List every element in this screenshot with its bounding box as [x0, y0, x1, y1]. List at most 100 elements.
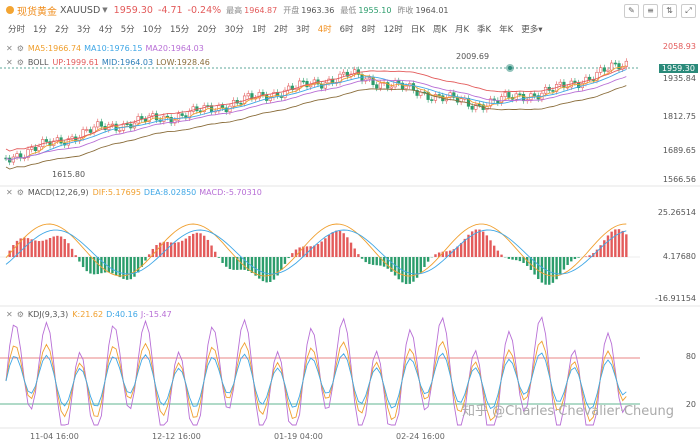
- candle-body: [415, 90, 419, 96]
- macd-bar: [129, 257, 132, 280]
- candle-body: [173, 119, 177, 124]
- tab-period-4[interactable]: 4分: [98, 25, 113, 35]
- macd-bar: [555, 257, 558, 280]
- draw-tool-icon[interactable]: ✎: [624, 4, 639, 18]
- symbol-dropdown-icon[interactable]: ▼: [102, 6, 108, 14]
- macd-bar: [474, 229, 478, 257]
- candle-body: [452, 92, 456, 98]
- compare-icon[interactable]: ⇅: [662, 4, 677, 18]
- tab-period-13[interactable]: 4时: [317, 25, 332, 35]
- macd-bar: [419, 257, 422, 273]
- candle-body: [88, 129, 93, 133]
- candle-body: [30, 146, 34, 150]
- macd-bar: [166, 241, 169, 257]
- boll-settings-icon[interactable]: ⚙: [16, 58, 24, 67]
- macd-bar: [452, 249, 456, 257]
- candle-body: [224, 107, 228, 113]
- candle-body: [488, 98, 493, 107]
- current-price-dot: [508, 66, 512, 70]
- close-kdj-icon[interactable]: ✕: [6, 310, 13, 319]
- open-label: 开盘: [283, 5, 300, 15]
- tab-period-11[interactable]: 2时: [273, 25, 288, 35]
- macd-bar: [459, 243, 463, 257]
- candle-body: [180, 113, 184, 116]
- macd-bar: [426, 257, 430, 262]
- macd-name: MACD(12,26,9): [27, 188, 89, 197]
- candle-body: [176, 113, 181, 121]
- macd-settings-icon[interactable]: ⚙: [16, 188, 24, 197]
- tab-period-2[interactable]: 2分: [54, 25, 69, 35]
- indicator-icon[interactable]: ≡: [643, 4, 658, 18]
- tab-period-12[interactable]: 3时: [295, 25, 310, 35]
- tab-period-1[interactable]: 1分: [33, 25, 47, 35]
- macd-bar: [551, 257, 555, 283]
- close-macd-icon[interactable]: ✕: [6, 188, 13, 197]
- candle-body: [154, 113, 159, 121]
- fullscreen-icon[interactable]: ⤢: [681, 4, 696, 18]
- kdj-settings-icon[interactable]: ⚙: [16, 310, 24, 319]
- candle-body: [613, 62, 617, 65]
- prev-close-value: 1964.01: [415, 5, 449, 15]
- tab-period-22[interactable]: 更多▾: [521, 25, 543, 35]
- tab-period-19[interactable]: 月K: [454, 25, 470, 35]
- macd-bar: [247, 257, 250, 271]
- instrument-symbol[interactable]: XAUUSD: [60, 4, 101, 16]
- macd-bar: [423, 257, 426, 267]
- macd-bar: [529, 257, 533, 270]
- macd-bar: [401, 257, 404, 283]
- macd-bar: [368, 257, 371, 265]
- tab-period-9[interactable]: 30分: [224, 25, 244, 35]
- tab-period-17[interactable]: 日K: [410, 25, 425, 35]
- tab-period-14[interactable]: 6时: [339, 25, 354, 35]
- macd-bar: [250, 257, 254, 273]
- candle-body: [125, 123, 129, 126]
- candle-body: [301, 80, 305, 83]
- instrument-name[interactable]: 现货黄金: [17, 6, 57, 18]
- macd-bar: [357, 254, 360, 257]
- candle-body: [532, 93, 537, 96]
- kdj-legend: ✕ ⚙ KDJ(9,3,3) K:21.62 D:40.16 J:-15.47: [6, 310, 172, 319]
- tab-period-8[interactable]: 20分: [197, 25, 217, 35]
- macd-bar: [70, 248, 74, 257]
- candle-body: [118, 130, 122, 132]
- macd-bar: [364, 257, 367, 263]
- candle-body: [250, 93, 254, 100]
- ma-settings-icon[interactable]: ⚙: [16, 44, 24, 53]
- macd-bar: [147, 254, 151, 257]
- tab-period-18[interactable]: 周K: [432, 25, 447, 35]
- macd-bar: [588, 255, 591, 257]
- macd-bar: [206, 239, 210, 257]
- close-ma-icon[interactable]: ✕: [6, 44, 13, 53]
- macd-bar: [412, 257, 415, 282]
- tab-period-0[interactable]: 分时: [8, 25, 26, 35]
- candle-body: [624, 60, 628, 67]
- tab-period-20[interactable]: 季K: [477, 25, 492, 35]
- macd-bar: [526, 257, 529, 266]
- macd-bar: [74, 255, 77, 257]
- tab-period-7[interactable]: 15分: [169, 25, 190, 35]
- kdj-k: K:21.62: [72, 310, 104, 319]
- macd-bar: [313, 245, 316, 257]
- tab-period-10[interactable]: 1时: [251, 25, 266, 35]
- tab-period-5[interactable]: 5分: [120, 25, 135, 35]
- axis-kdj-20: 20: [685, 400, 696, 409]
- macd-bar: [485, 235, 489, 257]
- macd-bar: [522, 257, 525, 263]
- tab-period-21[interactable]: 年K: [499, 25, 514, 35]
- macd-bar: [59, 236, 63, 257]
- macd-bar: [48, 238, 52, 257]
- candle-body: [37, 146, 41, 151]
- axis-price-4: 1689.65: [662, 146, 696, 155]
- candle-body: [507, 92, 511, 98]
- close-boll-icon[interactable]: ✕: [6, 58, 13, 67]
- macd-bar: [283, 257, 287, 264]
- tab-period-15[interactable]: 8时: [361, 25, 376, 35]
- candle-body: [342, 71, 346, 75]
- macd-bar: [37, 241, 41, 257]
- macd-bar: [437, 252, 441, 257]
- macd-bar: [606, 235, 610, 257]
- tab-period-16[interactable]: 12时: [383, 25, 403, 35]
- tab-period-6[interactable]: 10分: [142, 25, 162, 35]
- tab-period-3[interactable]: 3分: [76, 25, 91, 35]
